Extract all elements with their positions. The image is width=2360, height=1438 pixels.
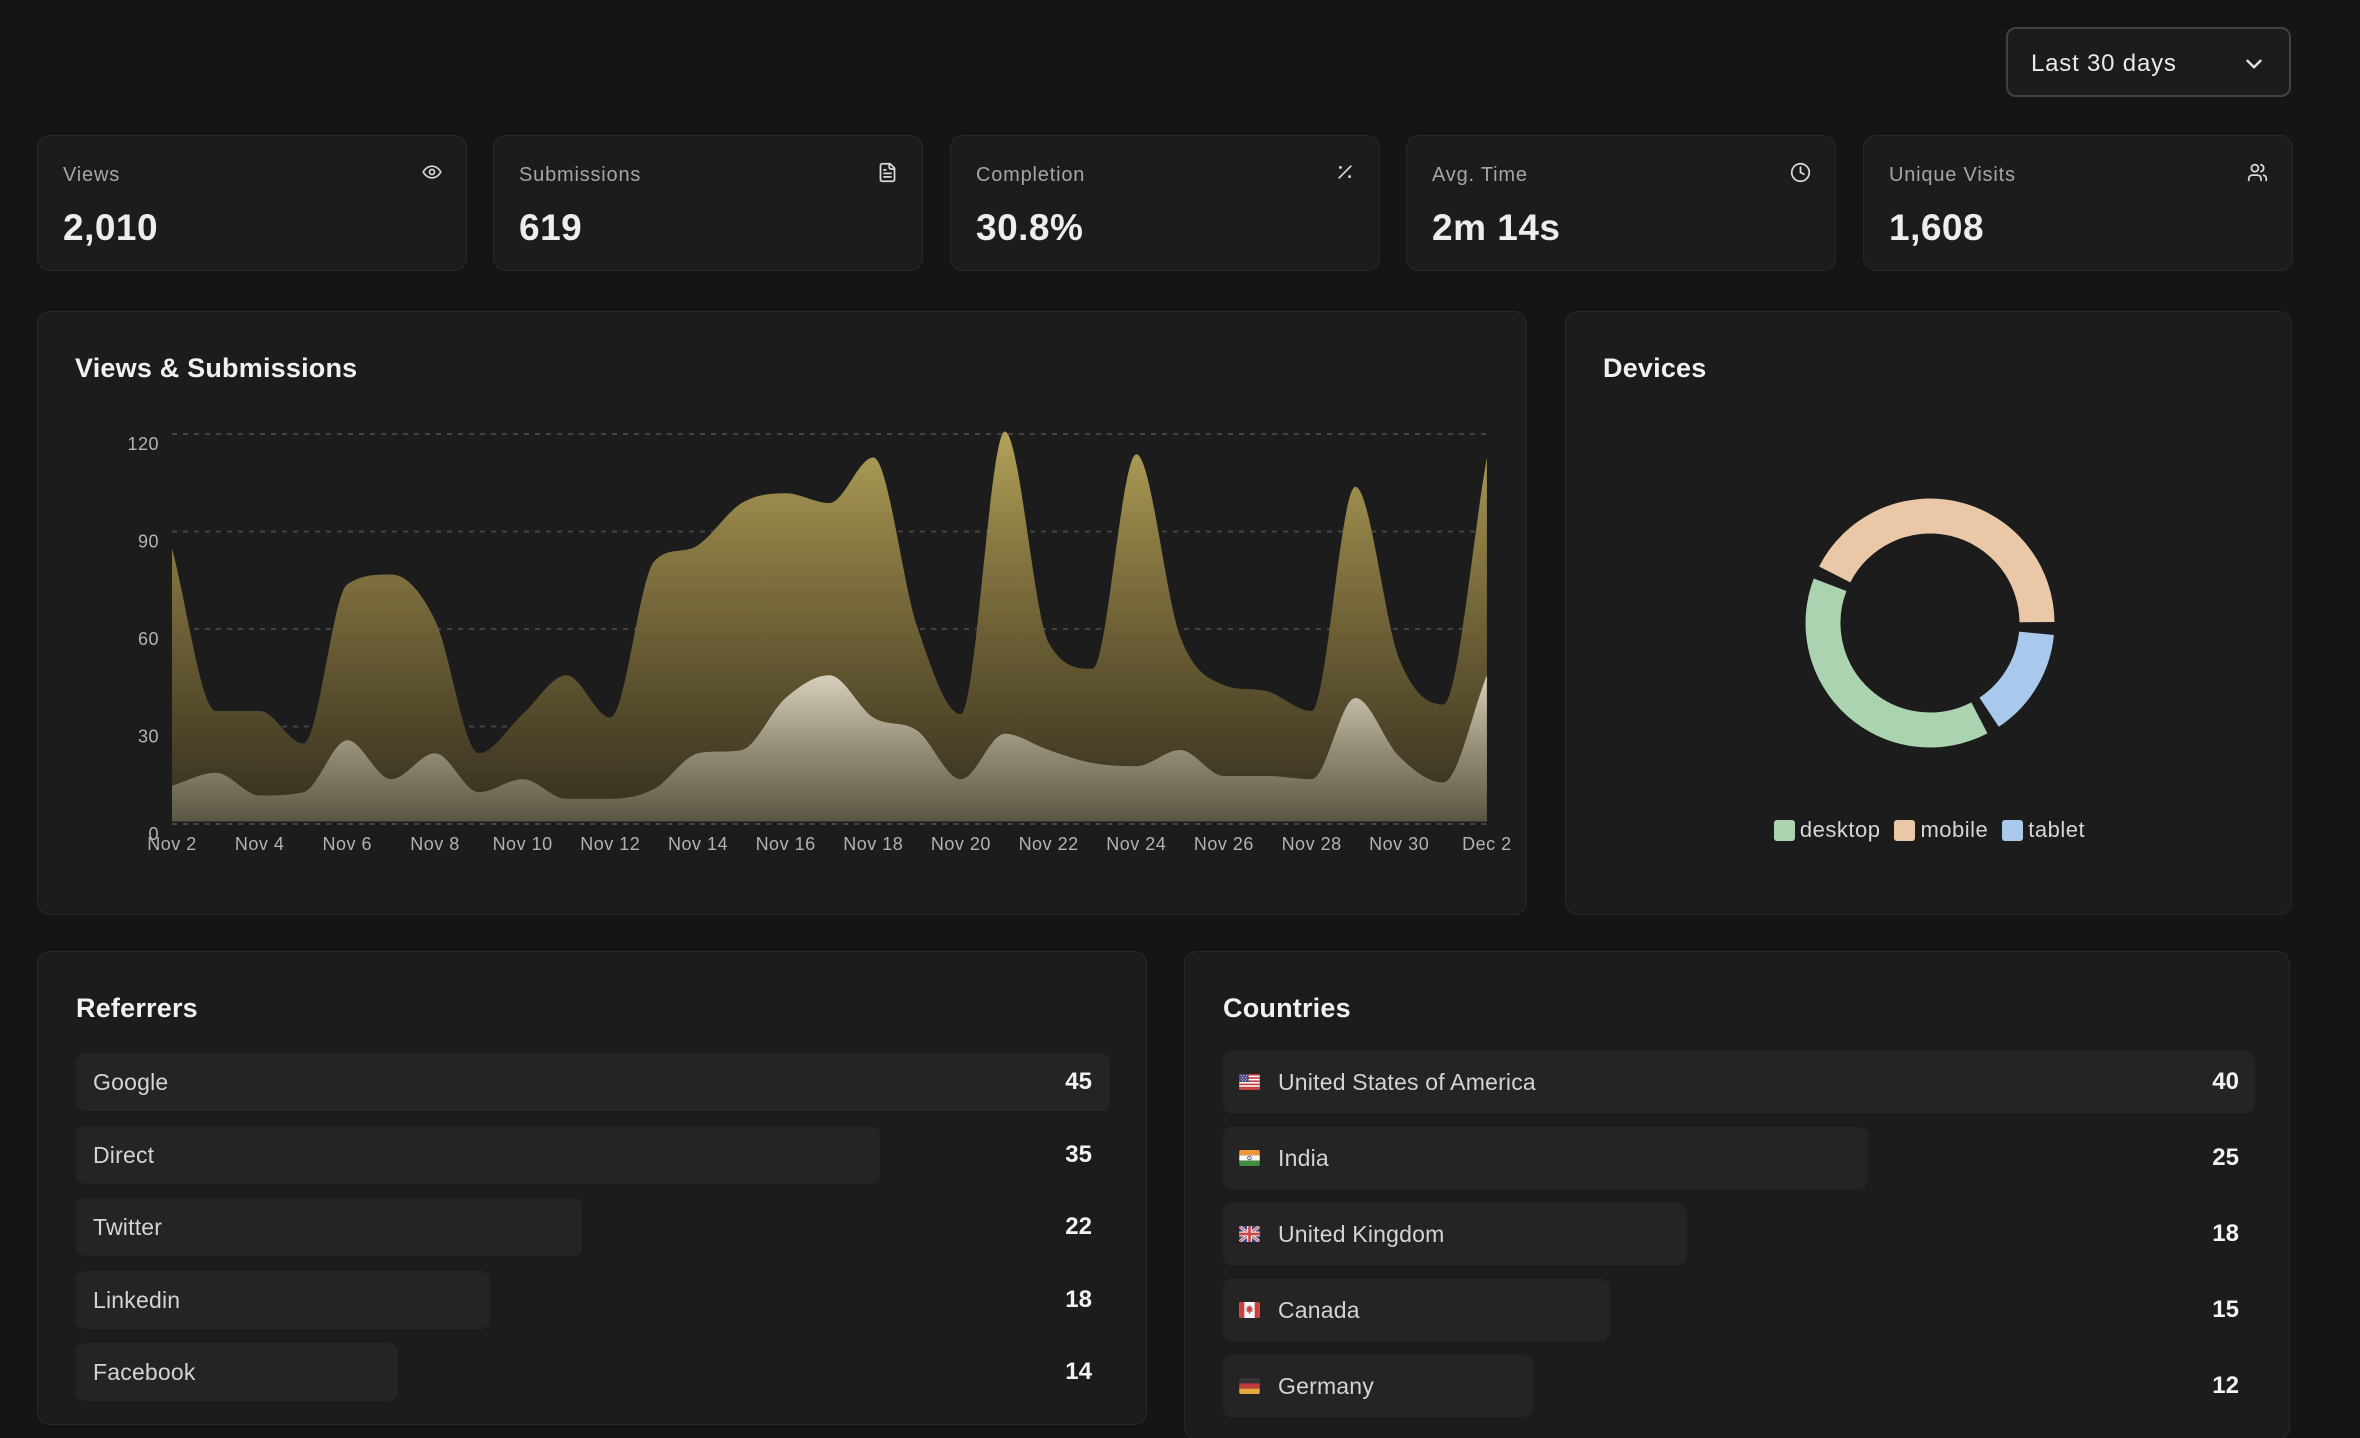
svg-text:Nov 24: Nov 24 <box>1106 834 1166 854</box>
svg-text:Nov 2: Nov 2 <box>147 834 197 854</box>
svg-text:Nov 30: Nov 30 <box>1369 834 1429 854</box>
svg-text:Nov 18: Nov 18 <box>843 834 903 854</box>
svg-text:Nov 16: Nov 16 <box>756 834 816 854</box>
svg-text:Nov 6: Nov 6 <box>323 834 373 854</box>
svg-text:Nov 10: Nov 10 <box>493 834 553 854</box>
svg-text:Nov 28: Nov 28 <box>1282 834 1342 854</box>
svg-text:Nov 4: Nov 4 <box>235 834 285 854</box>
svg-text:Nov 26: Nov 26 <box>1194 834 1254 854</box>
svg-text:Nov 14: Nov 14 <box>668 834 728 854</box>
svg-text:Nov 12: Nov 12 <box>580 834 640 854</box>
svg-text:Nov 20: Nov 20 <box>931 834 991 854</box>
svg-text:Dec 2: Dec 2 <box>1462 834 1512 854</box>
svg-text:60: 60 <box>138 629 159 649</box>
svg-text:0: 0 <box>148 824 159 844</box>
svg-text:Nov 8: Nov 8 <box>410 834 460 854</box>
svg-text:90: 90 <box>138 532 159 552</box>
svg-text:Nov 22: Nov 22 <box>1019 834 1079 854</box>
svg-text:30: 30 <box>138 727 159 747</box>
svg-text:120: 120 <box>127 434 159 454</box>
